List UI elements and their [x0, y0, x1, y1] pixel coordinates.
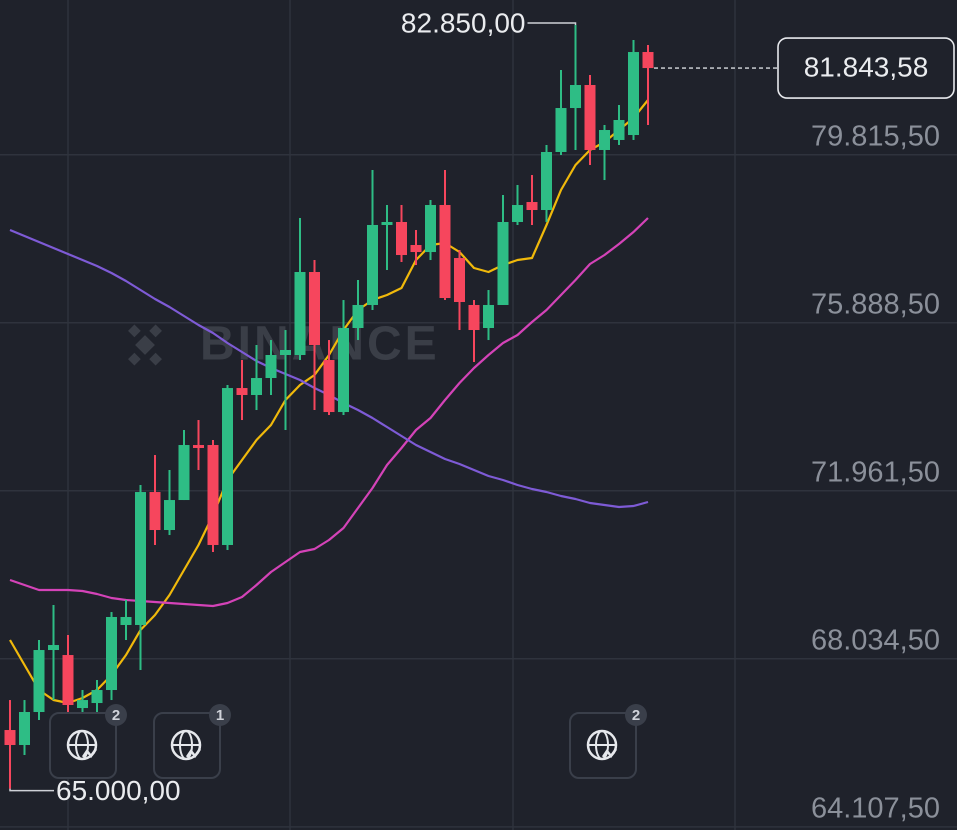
event-count-bg	[209, 704, 231, 726]
y-tick-label: 75.888,50	[811, 288, 940, 320]
candle-body	[222, 388, 233, 545]
event-badge[interactable]: 2	[49, 704, 127, 779]
grid: 64.107,50 68.034,50 71.961,50 75.888,50 79.8…	[0, 120, 957, 828]
y-tick-label: 79.815,50	[811, 120, 940, 152]
candle-body	[135, 492, 146, 625]
event-count-bg	[625, 704, 647, 726]
candle-body	[149, 492, 161, 531]
candle-body	[439, 205, 451, 299]
candle-body	[33, 650, 45, 713]
candle-body	[236, 388, 248, 395]
event-wave	[601, 748, 618, 759]
event-count-bg	[105, 704, 127, 726]
candle-body	[19, 712, 30, 745]
candle-body	[106, 616, 117, 691]
candle-body	[62, 655, 74, 705]
y-tick-label: 64.107,50	[811, 792, 940, 824]
event-count: 2	[632, 707, 640, 724]
events: 2 1 2	[49, 704, 647, 779]
candle-body	[77, 700, 88, 709]
candle-body	[178, 445, 190, 501]
candle-body	[454, 258, 465, 302]
candle-body	[497, 221, 509, 305]
candle-body	[367, 224, 378, 305]
candle-body	[526, 202, 538, 211]
candle-body	[642, 52, 654, 69]
event-count: 1	[216, 707, 224, 724]
event-count: 2	[112, 707, 120, 724]
candle-body	[48, 645, 59, 651]
candle-body	[265, 354, 277, 379]
annotations: 82.850,00 65.000,00 81.843,58	[9, 7, 955, 806]
candle-body	[251, 378, 262, 395]
candle-body	[483, 304, 494, 329]
low-label: 65.000,00	[56, 775, 181, 806]
candle-body	[555, 108, 567, 153]
candle-body	[541, 152, 552, 211]
candle-body	[338, 328, 349, 413]
candle-body	[323, 360, 335, 413]
y-tick-label: 71.961,50	[811, 456, 940, 488]
candle-body	[468, 304, 480, 331]
ma-line	[9, 217, 649, 608]
candle-body	[120, 616, 132, 625]
event-wave	[185, 748, 202, 759]
candle-body	[164, 500, 175, 531]
candle-body	[352, 304, 364, 329]
candle-body	[613, 120, 625, 140]
event-badge[interactable]: 2	[569, 704, 647, 779]
candle-body	[396, 221, 407, 256]
candle-body	[570, 85, 581, 109]
last-price-label: 81.843,58	[804, 51, 929, 82]
y-tick-label: 68.034,50	[811, 624, 940, 656]
candle-body	[584, 85, 596, 150]
candle-body	[294, 272, 306, 355]
candle-body	[381, 221, 393, 225]
candle-body	[4, 730, 16, 745]
candle-body	[425, 205, 436, 253]
candle-body	[410, 245, 422, 253]
event-badge[interactable]: 1	[153, 704, 231, 779]
low-marker	[9, 788, 54, 792]
candle-body	[91, 690, 103, 704]
last-price-box	[777, 37, 955, 99]
candles	[4, 24, 654, 789]
candle-body	[193, 445, 204, 449]
event-wave	[81, 748, 98, 759]
candle-body	[309, 272, 320, 345]
high-marker	[527, 22, 577, 25]
candle-body	[207, 445, 219, 545]
candle-body	[280, 349, 291, 355]
candle-body	[599, 130, 610, 150]
candle-body	[628, 52, 639, 136]
high-label: 82.850,00	[401, 7, 526, 38]
candle-body	[512, 205, 523, 222]
